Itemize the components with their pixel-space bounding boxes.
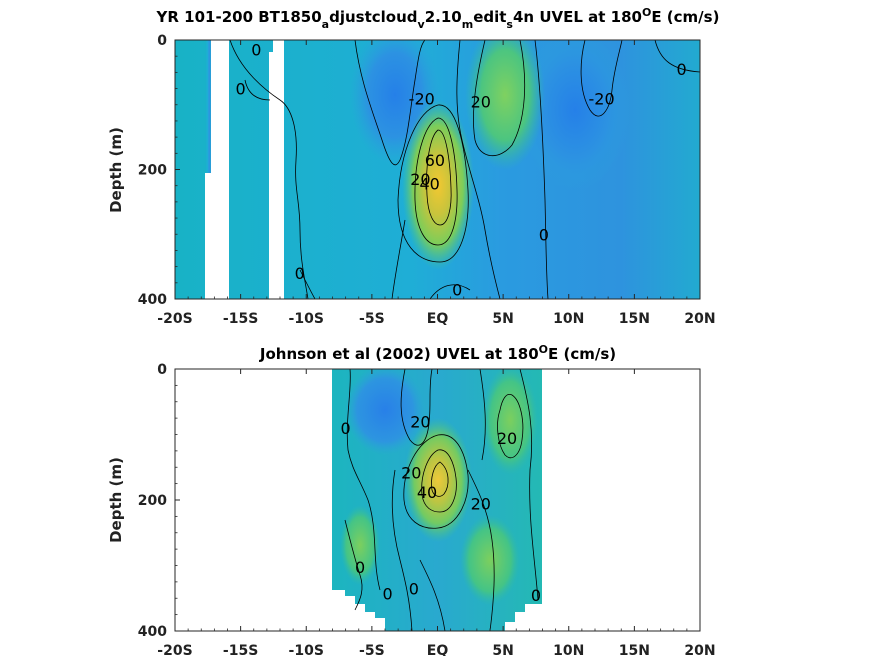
x-tick-label: 5N [492,643,513,656]
y-tick-label: 0 [157,33,167,49]
x-tick-label: EQ [427,311,449,327]
y-tick-label: 0 [157,362,167,378]
x-tick-label: EQ [427,643,449,656]
panel1-y-axis: 0 200 400 [138,33,180,308]
contour-label: 0 [236,80,246,99]
contour-label: -20 [588,89,614,108]
panel-model: YR 101-200 BT1850adjustcloudv2.10medits4… [107,6,719,327]
panel2-title: Johnson et al (2002) UVEL at 180OE (cm/s… [259,343,616,363]
panel2-colorfield [332,369,542,631]
x-tick-label: -5S [359,643,385,656]
panel2-contours [344,369,539,631]
y-tick-label: 200 [138,163,167,179]
contour-label: 40 [419,175,439,194]
x-tick-label: 10N [553,311,584,327]
contour-label: 0 [539,225,549,244]
y-tick-label: 400 [138,624,167,640]
x-tick-label: -10S [289,311,324,327]
contour-label: 0 [355,558,365,577]
contour-label: 20 [497,429,517,448]
panel1-ylabel: Depth (m) [107,127,125,213]
panel2-y-axis: 0 200 400 [138,362,180,640]
y-tick-label: 400 [138,292,167,308]
contour-label: 0 [251,41,261,60]
x-tick-label: 20N [684,643,715,656]
x-tick-label: 15N [619,643,650,656]
contour-label: 20 [471,93,491,112]
x-tick-label: -20S [157,311,192,327]
contour-label: 0 [341,419,351,438]
contour-label: 0 [531,586,541,605]
contour-label: 0 [452,280,462,299]
contour-label: 0 [383,585,393,604]
panel2-ylabel: Depth (m) [107,457,125,543]
contour-label: 0 [295,264,305,283]
x-tick-label: 5N [492,311,513,327]
contour-label: -20 [409,89,435,108]
contour-label: 40 [417,483,437,502]
panel-observations: Johnson et al (2002) UVEL at 180OE (cm/s… [107,343,716,656]
panel1-mask-b [273,40,284,299]
contour-label: 0 [409,579,419,598]
x-tick-label: -10S [289,643,324,656]
x-tick-label: -20S [157,643,192,656]
contour-label: 0 [677,60,687,79]
x-tick-label: 20N [684,311,715,327]
x-tick-label: -5S [359,311,385,327]
contour-label: 20 [410,412,430,431]
x-tick-label: 10N [553,643,584,656]
contour-label: 60 [425,151,445,170]
y-tick-label: 200 [138,493,167,509]
contour-label: 20 [410,170,430,189]
x-tick-label: 15N [619,311,650,327]
contour-label: 20 [471,494,491,513]
panel1-title: YR 101-200 BT1850adjustcloudv2.10medits4… [156,6,720,31]
panel1-contours [229,40,700,299]
x-tick-label: -15S [223,643,258,656]
x-tick-label: -15S [223,311,258,327]
panel1-x-axis: -20S -15S -10S -5S EQ 5N 10N 15N 20N [157,40,716,327]
contour-label: 20 [401,463,421,482]
panel2-x-axis: -20S -15S -10S -5S EQ 5N 10N 15N 20N [157,369,716,656]
